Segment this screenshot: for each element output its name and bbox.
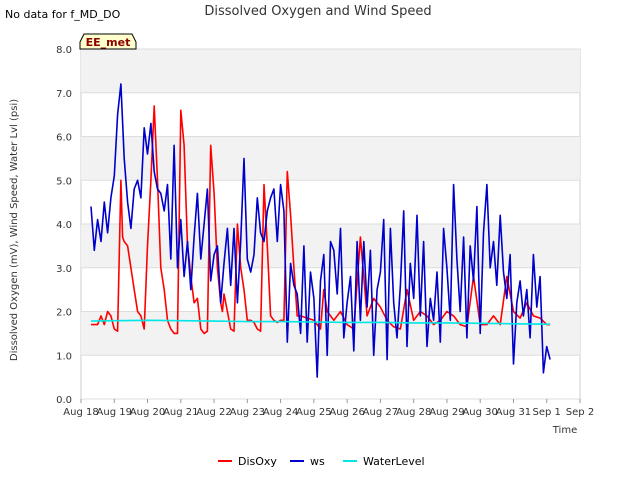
x-tick-label: Aug 23	[230, 407, 265, 418]
x-axis-label: Time	[552, 425, 577, 436]
legend-label-ws: ws	[310, 455, 325, 468]
x-tick-label: Aug 18	[63, 407, 98, 418]
x-tick-label: Aug 24	[263, 407, 298, 418]
x-tick-label: Sep 2	[566, 407, 594, 418]
y-axis-ticks: 0.0 1.0 2.0 3.0 4.0 5.0 6.0 7.0 8.0	[56, 45, 72, 406]
y-tick-label: 5.0	[56, 176, 72, 187]
legend-label-waterlevel: WaterLevel	[363, 455, 425, 468]
x-tick-label: Aug 25	[296, 407, 331, 418]
y-tick-label: 4.0	[56, 220, 72, 231]
chart-title: Dissolved Oxygen and Wind Speed	[204, 4, 431, 19]
y-tick-label: 2.0	[56, 308, 72, 319]
x-tick-label: Aug 27	[363, 407, 398, 418]
x-tick-label: Aug 19	[97, 407, 132, 418]
y-tick-label: 6.0	[56, 133, 72, 144]
x-tick-label: Aug 21	[163, 407, 198, 418]
y-tick-label: 0.0	[56, 395, 72, 406]
series-line-ws	[90, 83, 551, 378]
badge-label: EE_met	[86, 36, 131, 49]
x-tick-label: Aug 30	[462, 407, 497, 418]
y-tick-label: 1.0	[56, 351, 72, 362]
legend: DisOxy ws WaterLevel	[218, 455, 425, 468]
series-line-waterlevel	[90, 319, 551, 326]
station-badge: EE_met	[79, 33, 137, 50]
grid-band	[81, 136, 580, 181]
grid-lines	[81, 48, 580, 400]
no-data-note: No data for f_MD_DO	[5, 8, 121, 21]
legend-label-disoxy: DisOxy	[238, 455, 277, 468]
x-tick-label: Aug 20	[130, 407, 165, 418]
grid-band	[81, 311, 580, 356]
series-layer	[90, 83, 551, 378]
y-tick-label: 7.0	[56, 89, 72, 100]
y-tick-label: 3.0	[56, 264, 72, 275]
badge-shape	[79, 33, 137, 50]
x-tick-label: Aug 31	[496, 407, 531, 418]
y-tick-label: 8.0	[56, 45, 72, 56]
x-tick-label: Aug 28	[396, 407, 431, 418]
x-tick-label: Aug 26	[329, 407, 364, 418]
grid-band	[81, 49, 580, 93]
x-tick-label: Aug 22	[196, 407, 231, 418]
y-axis-label: Dissolved Oxygen (mV), Wind Speed, Water…	[9, 99, 20, 361]
x-tick-label: Sep 1	[533, 407, 561, 418]
x-tick-label: Aug 29	[429, 407, 464, 418]
